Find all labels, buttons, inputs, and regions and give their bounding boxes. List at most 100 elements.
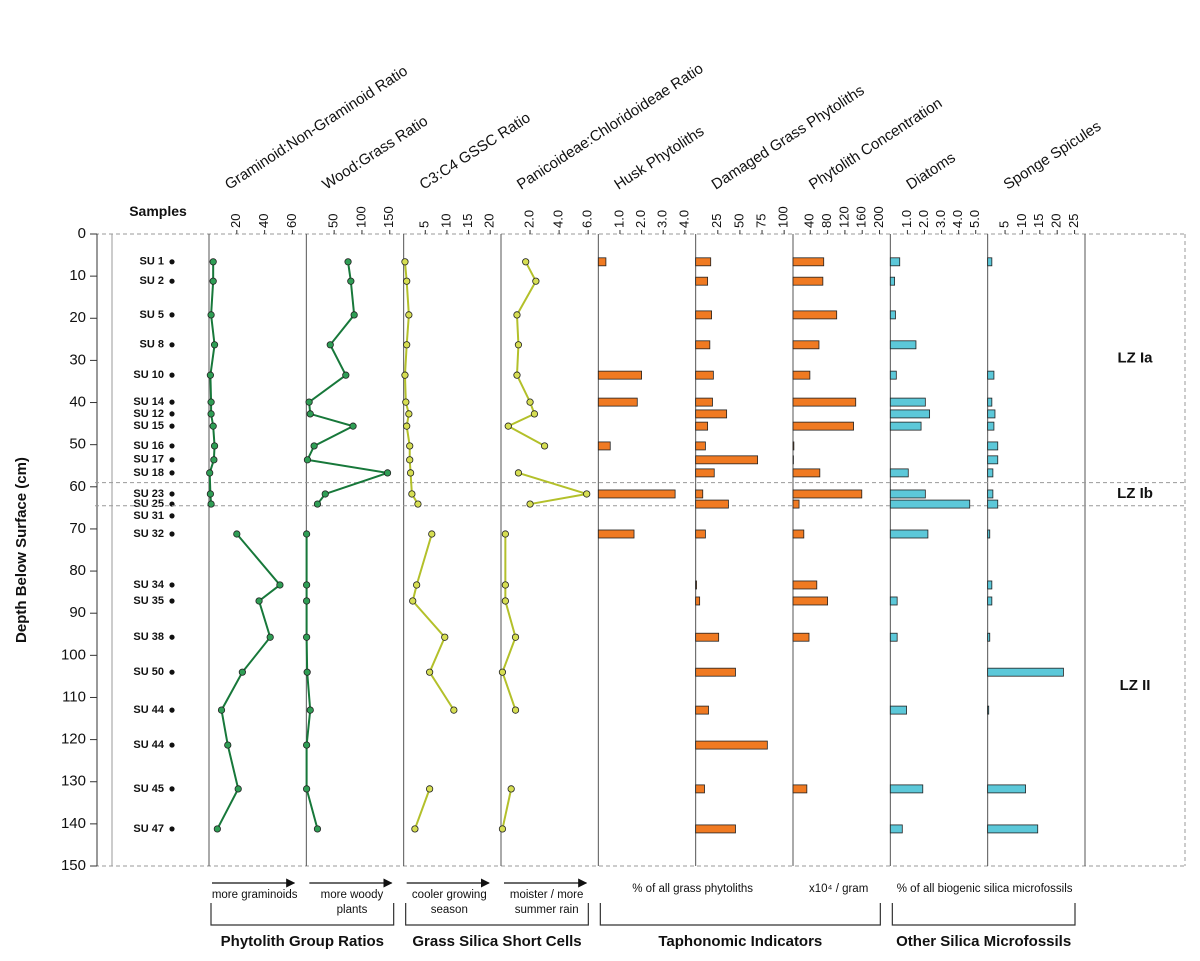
profile-point: [426, 785, 434, 793]
samples-title: Samples: [129, 203, 187, 219]
y-tick-label: 120: [61, 731, 86, 748]
bar: [889, 632, 898, 642]
bar: [695, 596, 701, 606]
bar: [987, 397, 993, 407]
x-tick-label: 60: [284, 214, 299, 228]
y-tick-label: 0: [78, 225, 86, 242]
profile-point: [406, 469, 415, 477]
x-tick-label: 100: [353, 206, 368, 228]
bar: [889, 257, 901, 267]
profile-point: [441, 633, 449, 641]
profile-point: [403, 341, 411, 349]
group-label: Other Silica Microfossils: [896, 933, 1071, 950]
bar: [987, 468, 994, 478]
bar: [695, 784, 705, 794]
bar: [792, 489, 863, 499]
bar: [792, 632, 810, 642]
panel-title: Husk Phytoliths: [611, 123, 707, 194]
bar: [889, 370, 897, 380]
profile-point: [402, 398, 410, 406]
profile-point: [303, 668, 311, 676]
profile-point: [426, 668, 434, 676]
profile-point: [310, 442, 318, 450]
y-tick-label: 70: [69, 520, 86, 537]
bar: [987, 784, 1026, 794]
bar: [889, 310, 896, 320]
profile-point: [403, 277, 411, 285]
sample-label: SU 35: [133, 595, 164, 607]
profile-point: [514, 341, 523, 349]
bar: [889, 596, 898, 606]
bar: [792, 421, 854, 431]
sample-label: SU 38: [133, 631, 164, 643]
bar: [695, 441, 706, 451]
profile-point: [306, 410, 314, 418]
sample-label: SU 50: [133, 666, 164, 678]
profile-point: [511, 706, 520, 714]
bar: [695, 667, 736, 677]
bar: [792, 310, 838, 320]
bar: [987, 632, 991, 642]
x-tick-label: 100: [776, 206, 791, 228]
profile-point: [206, 371, 214, 379]
sample-label: SU 8: [140, 339, 164, 351]
bar: [987, 455, 999, 465]
x-tick-label: 5.0: [967, 210, 982, 228]
profile-point: [303, 597, 311, 605]
sample-dot: [169, 423, 175, 429]
group-bracket: [599, 903, 881, 926]
x-tick-label: 50: [326, 214, 341, 228]
bar: [695, 740, 768, 750]
x-tick-label: 4.0: [950, 210, 965, 228]
bar: [792, 257, 825, 267]
bar: [792, 596, 829, 606]
bar: [695, 310, 712, 320]
sample-label: SU 23: [133, 488, 164, 500]
bar: [695, 340, 711, 350]
sample-dot: [169, 513, 175, 519]
profile-point: [313, 825, 322, 833]
profile-point: [303, 581, 311, 589]
sample-dot: [169, 470, 175, 476]
bar: [889, 529, 929, 539]
y-tick-label: 10: [69, 267, 86, 284]
sample-label: SU 12: [133, 408, 164, 420]
profile-point: [401, 258, 409, 266]
profile-point: [450, 706, 458, 714]
group-note: cooler growing season: [411, 889, 487, 916]
bar: [597, 370, 642, 380]
bar: [695, 529, 706, 539]
profile-point: [540, 442, 549, 450]
panel-title: Diatoms: [903, 149, 958, 193]
x-tick-label: 10: [1014, 214, 1029, 228]
sample-dot: [169, 312, 175, 318]
bar: [987, 596, 993, 606]
profile-point: [409, 597, 417, 605]
x-tick-label: 6.0: [580, 210, 595, 228]
bar: [987, 667, 1064, 677]
panel-title: Sponge Spicules: [1001, 118, 1105, 194]
profile-point: [276, 581, 284, 589]
x-tick-label: 15: [460, 214, 475, 228]
profile-point: [303, 785, 311, 793]
x-tick-label: 40: [256, 214, 271, 228]
profile-point: [233, 530, 241, 538]
group-label: Taphonomic Indicators: [658, 933, 822, 950]
group-note: x10⁴ / gram: [809, 883, 869, 895]
sample-dot: [169, 372, 175, 378]
profile-point: [498, 825, 507, 833]
bar: [987, 499, 999, 509]
bar: [987, 705, 990, 715]
bar: [792, 340, 820, 350]
x-tick-label: 2.0: [633, 210, 648, 228]
profile-point: [344, 258, 352, 266]
profile-point: [403, 422, 411, 430]
bar: [792, 468, 821, 478]
x-tick-label: 5: [417, 221, 432, 228]
profile-point: [511, 633, 520, 641]
x-tick-label: 120: [836, 206, 851, 228]
bar: [695, 276, 709, 286]
x-tick-label: 75: [753, 214, 768, 228]
